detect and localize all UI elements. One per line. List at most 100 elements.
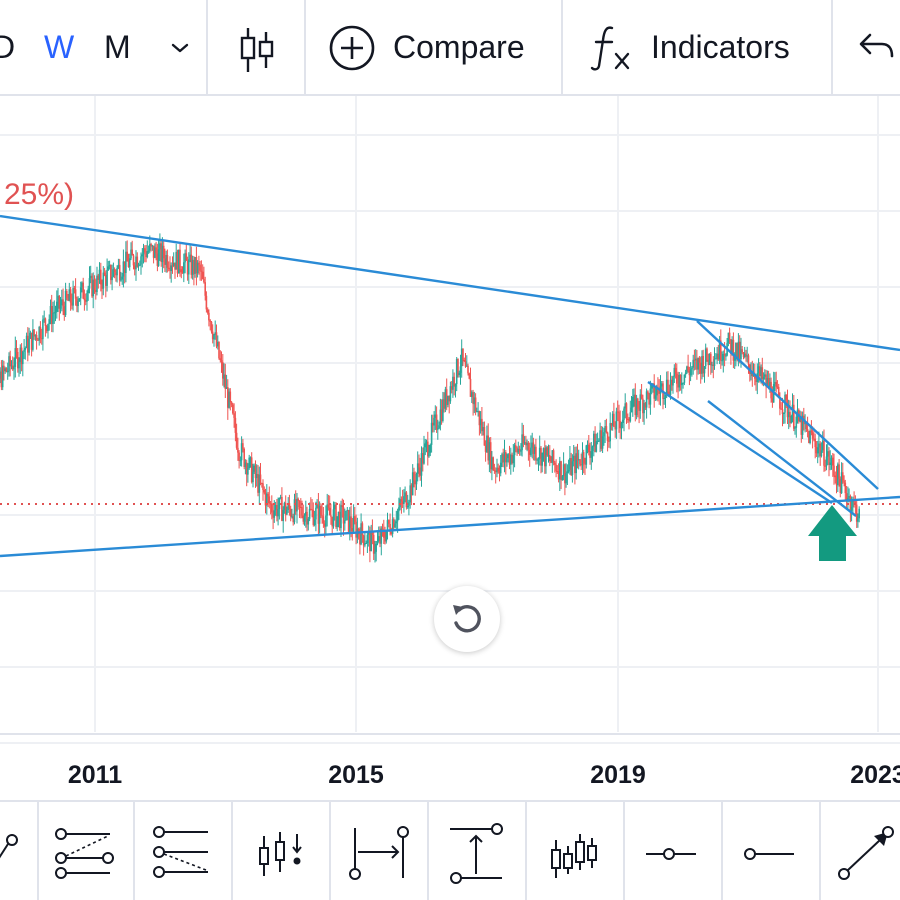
candle-body [491,457,493,470]
candle-body [307,518,310,525]
candle-body [160,243,162,262]
candle-body [235,432,238,448]
candle-body [774,382,776,384]
chevron-down-icon[interactable] [168,36,192,60]
candle-body [518,448,521,452]
candle-body [302,515,305,522]
candle-body [569,458,571,470]
candle-body [89,275,92,279]
candle-body [127,261,130,267]
candle-body [829,462,831,465]
candle-body [403,496,405,504]
candle-body [327,504,330,508]
candle-body [345,511,347,521]
candle-body [222,362,224,379]
candle-body [0,371,1,379]
candle-body [806,429,809,431]
candle-body [261,483,263,484]
candle-body [379,536,381,544]
candle-body [289,508,292,517]
interval-w-button[interactable]: W [44,29,75,65]
candle-body [328,507,331,516]
candle-body [181,272,184,274]
candle-body [269,503,272,505]
compare-button[interactable]: Compare [393,29,525,65]
lower-trendline [0,495,900,558]
candle-body [130,249,132,259]
date-range-tool[interactable] [338,812,418,892]
indicators-button[interactable]: Indicators [651,29,790,65]
candlestick-chart-type-icon[interactable] [236,26,278,74]
candle-body [630,407,633,413]
candle-body [172,262,175,267]
candle-body [151,245,154,247]
candle-body [43,318,45,320]
candle-body [44,318,47,326]
candle-body [482,427,484,432]
candle-body [497,467,499,472]
candle-body [178,249,180,274]
price-chart[interactable]: 25%) 2011 2015 2019 2023 [0,96,900,800]
candle-body [764,374,766,377]
candle-body [818,443,820,448]
candle-body [635,398,638,416]
candle-body [239,460,242,462]
reset-chart-button[interactable] [434,586,500,652]
candle-body [10,365,13,367]
candle-body [97,275,100,280]
price-range-tool[interactable] [436,812,516,892]
candle-body [449,386,452,402]
candle-body [243,448,245,467]
chart-canvas[interactable]: 25%) 2011 2015 2019 2023 [0,96,900,800]
ray-tool[interactable] [632,812,712,892]
flat-top-bottom-tool[interactable] [240,812,320,892]
candle-body [232,404,234,414]
parallel-channel-icon [55,828,114,879]
candle-body [338,511,341,528]
candle-body [562,464,565,477]
candle-body [858,508,860,519]
candle-body [843,480,845,483]
candle-body [611,413,614,426]
candle-body [580,464,582,466]
candle-body [396,511,399,522]
candle-body [536,459,538,461]
candle-body [679,374,682,385]
bars-pattern-tool[interactable] [534,812,614,892]
percent-change-label: 25%) [4,178,74,211]
undo-icon[interactable] [856,32,896,64]
candle-body [564,464,566,484]
candle-body [471,392,473,397]
regression-trend-tool[interactable] [142,812,222,892]
candle-body [541,452,543,466]
candle-body [84,300,87,302]
candle-body [794,427,796,429]
interval-m-button[interactable]: M [104,29,131,65]
candle-body [496,467,498,473]
candle-body [653,383,655,399]
function-fx-icon[interactable] [590,22,636,72]
candle-body [337,511,340,517]
candle-body [633,394,635,397]
arrow-line-tool[interactable] [828,812,900,892]
candle-body [188,259,190,275]
candle-body [786,399,789,418]
horizontal-ray-tool[interactable] [730,812,810,892]
candle-body [520,450,522,452]
compare-plus-icon[interactable] [328,24,376,72]
candle-body [74,289,77,299]
candle-body [533,446,536,454]
candle-body [162,245,165,259]
candle-body [268,496,271,504]
parallel-channel-tool[interactable] [44,812,124,892]
line-tool-button[interactable] [0,812,50,892]
candle-body [11,365,14,370]
candle-body [247,468,249,475]
interval-d-button[interactable]: D [0,29,16,65]
candle-body [262,483,264,490]
candle-body [225,387,228,389]
candle-body [663,398,665,399]
candle-body [673,367,676,377]
candle-body [790,416,793,424]
candle-body [668,391,671,395]
